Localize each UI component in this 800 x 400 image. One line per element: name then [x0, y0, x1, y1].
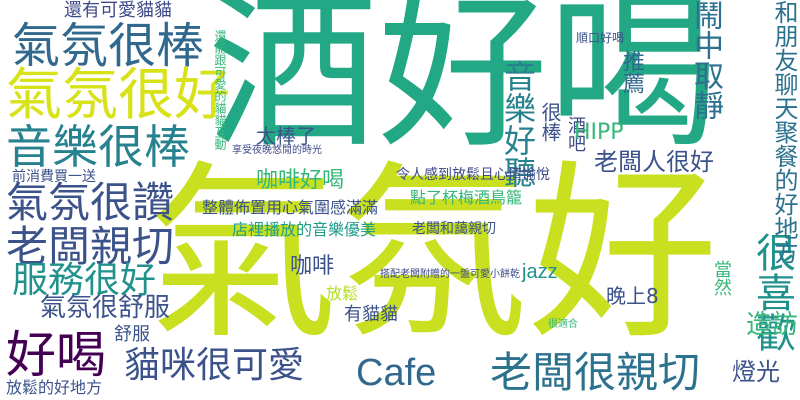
word-cafe: Cafe: [356, 352, 437, 394]
word-qi-fen-hen-hao: 氣氛很好: [6, 63, 230, 128]
word-you-mao-mao: 有貓貓: [344, 304, 398, 325]
word-yin-yue-you-mei: 店裡播放的音樂優美: [232, 220, 377, 239]
word-fang-song: 放鬆: [326, 284, 359, 303]
word-qi-fen-hen-shu-fu: 氣氛很舒服: [40, 293, 171, 323]
word-qian-xiao-fei: 前消費買一送: [12, 169, 96, 185]
word-wan-shang-8: 晚上8: [606, 284, 659, 308]
word-xiao-bing-gan: 搭配老闆附贈的一盤可愛小餅乾: [380, 269, 520, 280]
word-ka-fei-hao-he: 咖啡好喝: [256, 168, 345, 193]
word-fu-wu-hen-hao: 服務很好: [12, 260, 157, 301]
word-jiu-ba: 酒吧: [565, 116, 586, 152]
word-mao-mi-hen-ke-ai: 貓咪很可愛: [124, 345, 305, 386]
word-tui-jian: 推薦: [619, 50, 644, 94]
word-shun-kou-hao-he: 順口好喝: [576, 31, 625, 45]
word-qi-fen-hen-zan: 氣氛很讚: [6, 178, 175, 227]
word-jiu-hao-he: 酒好喝: [208, 0, 719, 172]
word-he-ai-qin-qie: 老闆和藹親切: [412, 221, 496, 237]
word-lao-ban-ren-hen-hao: 老闆人很好: [594, 148, 714, 176]
word-hen-bang: 很棒: [538, 102, 562, 142]
word-yin-yue-hen-bang: 音樂很棒: [6, 120, 190, 174]
word-qi-fen-hao: 氣氛好: [148, 144, 719, 365]
word-nao-zhong-qu-jing: 鬧中取靜: [688, 0, 723, 120]
word-tai-bang-le: 太棒了: [256, 124, 316, 148]
word-fang-song-de-hao-di-fang: 放鬆的好地方: [6, 378, 103, 397]
word-mei-jiu-niao-long: 點了杯梅酒鳥籠: [410, 188, 523, 207]
word-hipp: HIPP: [574, 120, 624, 145]
word-hai-you-ke-ai-mao-mao: 還有可愛貓貓: [64, 0, 172, 21]
word-xiang-shou-ye-wan: 享受夜晚悠閒的時光: [232, 145, 322, 156]
word-zheng-ti-bu-zhi: 整體佈置用心氣圍感滿滿: [202, 198, 379, 217]
word-lao-ban-hen-qin-qie: 老闆很親切: [490, 348, 701, 397]
word-shu-fu: 舒服: [114, 324, 150, 345]
word-zao-fang: 造訪: [746, 310, 799, 340]
word-deng-guang: 燈光: [732, 358, 780, 386]
word-mao-mao-hu-dong: 還能跟可愛的貓貓互動: [213, 30, 227, 150]
word-ling-ren-fang-song: 令人感到放鬆且心情愉悅: [396, 167, 550, 183]
word-ka-fei: 咖啡: [290, 254, 335, 279]
word-he-peng-you-liao-tian: 和朋友聊天聚餐的好地方: [770, 0, 798, 264]
word-hen-shi-he: 很適合: [548, 319, 578, 330]
word-jazz: jazz: [522, 261, 558, 283]
word-dang-ran: 當然: [711, 260, 732, 296]
word-yin-yue-hao-ting: 音樂好聽: [499, 60, 537, 188]
word-lao-ban-qin-qie: 老闆親切: [6, 222, 175, 271]
word-hao-he: 好喝: [6, 326, 106, 384]
word-hen-xi-huan: 很喜歡: [749, 232, 795, 352]
word-qi-fen-hen-bang: 氣氛很棒: [12, 18, 205, 74]
